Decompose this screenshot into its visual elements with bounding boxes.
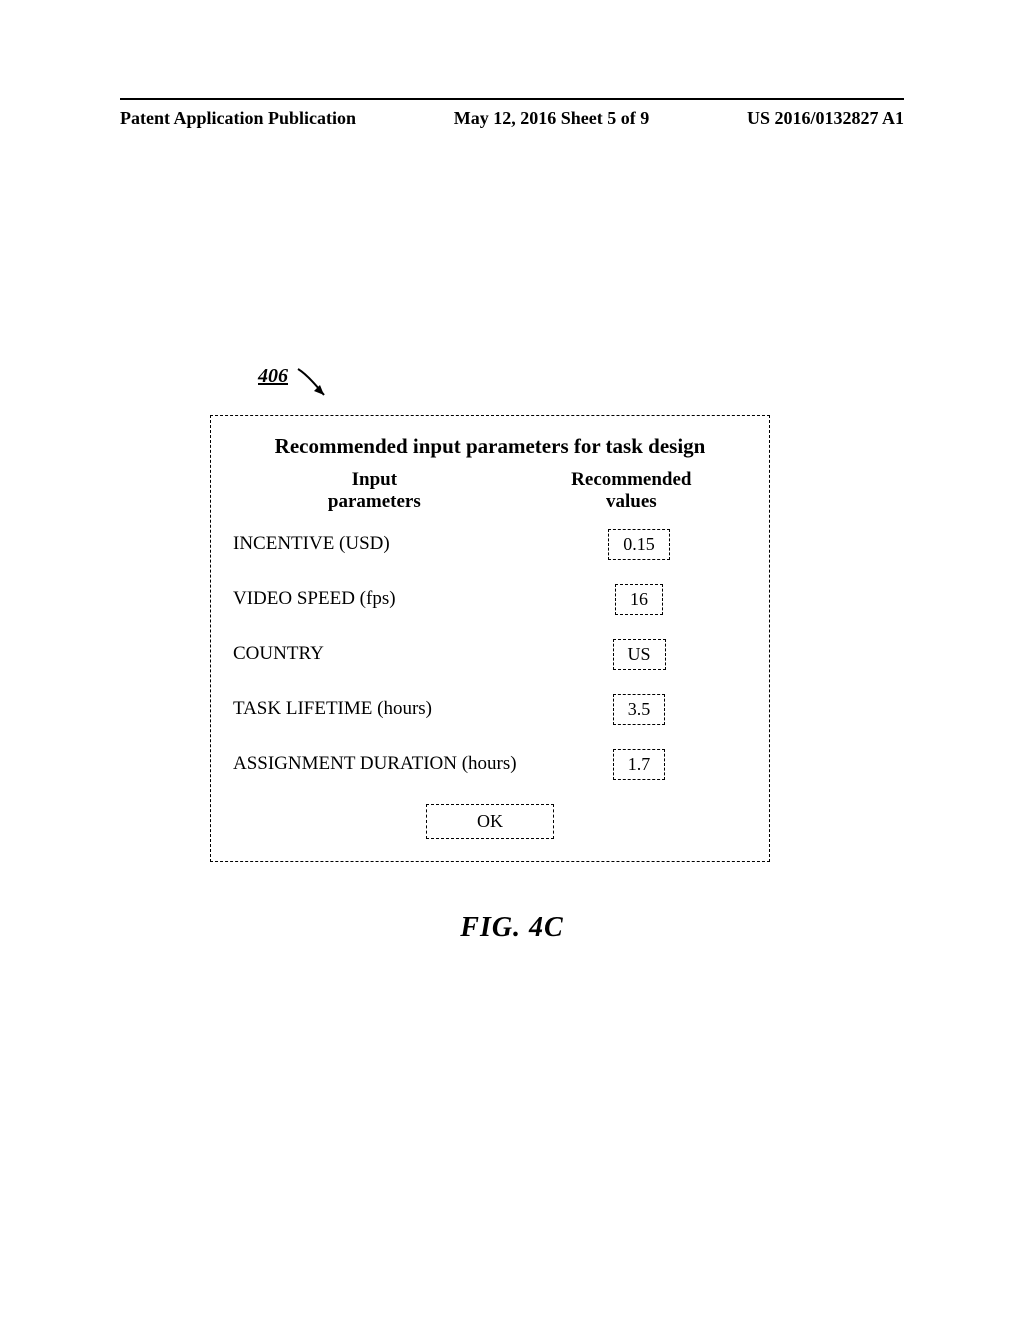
recommendation-panel: Recommended input parameters for task de…	[210, 415, 770, 862]
incentive-input[interactable]: 0.15	[608, 529, 670, 560]
header-left: Patent Application Publication	[120, 108, 356, 129]
figure-label: FIG. 4C	[0, 912, 1024, 944]
param-row: INCENTIVE (USD) 0.15	[233, 529, 747, 560]
page: Patent Application Publication May 12, 2…	[0, 0, 1024, 1320]
param-row: ASSIGNMENT DURATION (hours) 1.7	[233, 749, 747, 780]
column-headers: Inputparameters Recommendedvalues	[233, 469, 747, 513]
header-row: Patent Application Publication May 12, 2…	[120, 108, 904, 129]
header-rule	[120, 98, 904, 100]
param-label-task-lifetime: TASK LIFETIME (hours)	[233, 698, 531, 720]
param-value-wrap: 3.5	[531, 694, 747, 725]
assignment-duration-input[interactable]: 1.7	[613, 749, 666, 780]
task-lifetime-input[interactable]: 3.5	[613, 694, 666, 725]
param-row: COUNTRY US	[233, 639, 747, 670]
param-label-incentive: INCENTIVE (USD)	[233, 533, 531, 555]
reference-callout: 406	[258, 365, 336, 407]
ok-button[interactable]: OK	[426, 804, 554, 839]
header-center: May 12, 2016 Sheet 5 of 9	[454, 108, 649, 129]
param-label-video-speed: VIDEO SPEED (fps)	[233, 588, 531, 610]
reference-number: 406	[258, 365, 288, 388]
video-speed-input[interactable]: 16	[615, 584, 663, 615]
column-header-parameters: Inputparameters	[233, 469, 516, 513]
panel-title: Recommended input parameters for task de…	[233, 434, 747, 459]
param-value-wrap: 1.7	[531, 749, 747, 780]
param-value-wrap: 16	[531, 584, 747, 615]
param-value-wrap: 0.15	[531, 529, 747, 560]
column-header-values: Recommendedvalues	[516, 469, 747, 513]
param-label-country: COUNTRY	[233, 643, 531, 665]
param-label-assignment-duration: ASSIGNMENT DURATION (hours)	[233, 753, 531, 775]
param-row: TASK LIFETIME (hours) 3.5	[233, 694, 747, 725]
arrow-icon	[294, 365, 336, 407]
header-right: US 2016/0132827 A1	[747, 108, 904, 129]
ok-row: OK	[233, 804, 747, 839]
param-row: VIDEO SPEED (fps) 16	[233, 584, 747, 615]
param-value-wrap: US	[531, 639, 747, 670]
country-input[interactable]: US	[613, 639, 666, 670]
